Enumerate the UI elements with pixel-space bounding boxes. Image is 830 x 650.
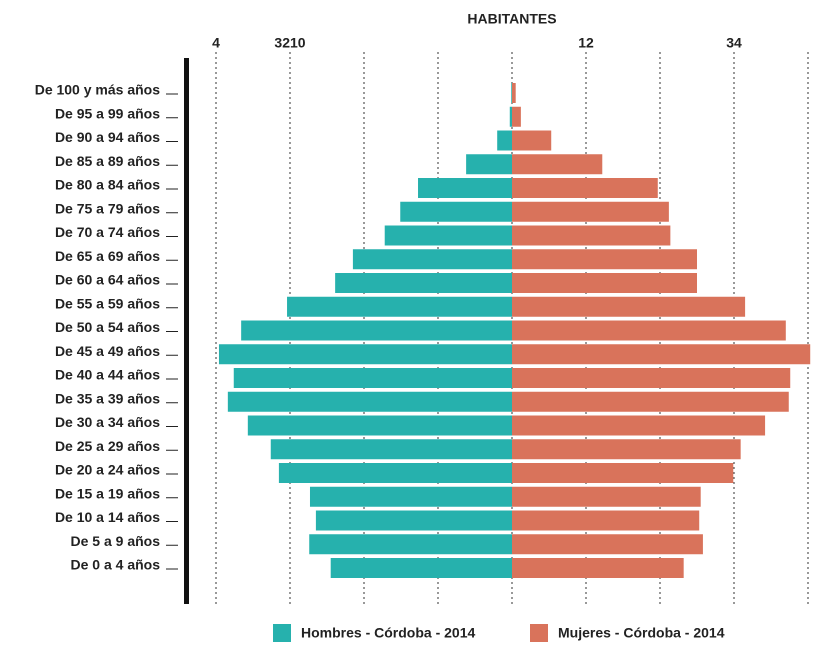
y-tick-label: De 95 a 99 años <box>55 105 160 121</box>
bar <box>287 296 512 317</box>
y-tick-label: De 20 a 24 años <box>55 462 160 478</box>
bar <box>400 201 512 222</box>
y-tick-label: De 30 a 34 años <box>55 414 160 430</box>
bar <box>512 249 697 270</box>
y-tick-label: De 80 a 84 años <box>55 177 160 193</box>
bar <box>512 510 700 531</box>
bar <box>509 106 512 127</box>
bar <box>512 273 697 293</box>
bar <box>335 273 512 293</box>
bar <box>241 320 512 341</box>
bar <box>512 486 701 507</box>
bar <box>512 463 734 483</box>
y-tick-label: De 5 a 9 años <box>71 533 161 549</box>
bar <box>512 391 789 412</box>
bar <box>270 439 512 460</box>
bar <box>466 154 512 175</box>
y-tick-label: De 85 a 89 años <box>55 153 160 169</box>
bar <box>512 154 603 175</box>
y-tick-label: De 60 a 64 años <box>55 272 160 288</box>
bar <box>418 178 512 198</box>
bar <box>512 178 658 198</box>
legend-label: Mujeres - Córdoba - 2014 <box>558 625 725 641</box>
bar <box>247 415 512 436</box>
bar <box>218 344 512 365</box>
bar <box>512 225 671 246</box>
y-tick-label: De 75 a 79 años <box>55 200 160 216</box>
y-tick-label: De 55 a 59 años <box>55 295 160 311</box>
y-tick-label: De 65 a 69 años <box>55 248 160 264</box>
bar <box>512 106 521 127</box>
bar <box>512 130 552 151</box>
y-tick-label: De 25 a 29 años <box>55 438 160 454</box>
y-tick-label: De 45 a 49 años <box>55 343 160 359</box>
bar <box>512 368 791 388</box>
y-tick-label: De 40 a 44 años <box>55 367 160 383</box>
bar <box>511 83 512 103</box>
y-tick-label: De 15 a 19 años <box>55 485 160 501</box>
y-tick-label: De 10 a 14 años <box>55 509 160 525</box>
bar <box>309 534 512 555</box>
x-tick-label: 3210 <box>274 35 305 51</box>
y-tick-label: De 0 a 4 años <box>71 557 161 573</box>
y-tick-label: De 50 a 54 años <box>55 319 160 335</box>
bar <box>352 249 512 270</box>
legend-label: Hombres - Córdoba - 2014 <box>301 625 475 641</box>
axis-bar <box>184 58 189 604</box>
y-tick-label: De 100 y más años <box>35 82 161 98</box>
bar <box>384 225 512 246</box>
chart-title: HABITANTES <box>467 11 556 27</box>
bar <box>227 391 512 412</box>
bar <box>233 368 512 388</box>
bar <box>512 534 703 555</box>
bar <box>512 439 741 460</box>
bar <box>512 320 786 341</box>
bar <box>497 130 512 151</box>
legend-swatch <box>273 624 291 642</box>
bar <box>512 344 811 365</box>
y-tick-label: De 35 a 39 años <box>55 390 160 406</box>
bar <box>512 415 766 436</box>
y-tick-label: De 90 a 94 años <box>55 129 160 145</box>
bar <box>512 296 746 317</box>
bar <box>278 463 512 483</box>
legend-swatch <box>530 624 548 642</box>
bar <box>512 558 684 578</box>
x-tick-label: 12 <box>578 35 594 51</box>
bar <box>512 201 669 222</box>
bar <box>330 558 512 578</box>
y-tick-label: De 70 a 74 años <box>55 224 160 240</box>
x-tick-label: 34 <box>726 35 742 51</box>
x-tick-label: 4 <box>212 35 220 51</box>
bar <box>512 83 516 103</box>
bar <box>309 486 512 507</box>
bar <box>315 510 512 531</box>
